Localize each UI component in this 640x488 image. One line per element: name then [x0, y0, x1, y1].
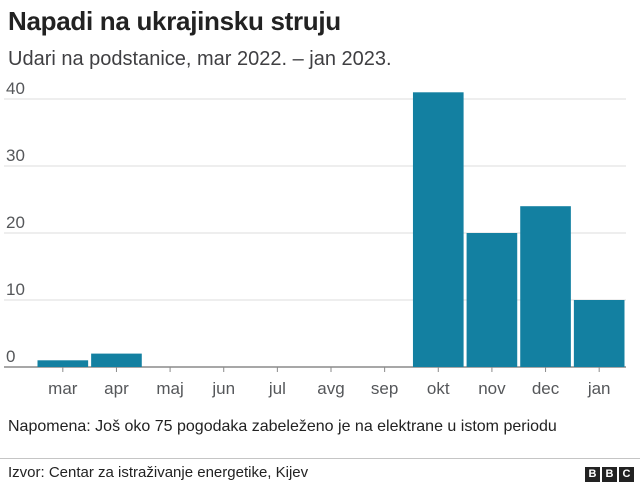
bar-apr: [91, 353, 142, 367]
chart-subtitle: Udari na podstanice, mar 2022. – jan 202…: [8, 48, 392, 70]
bar-nov: [466, 233, 518, 367]
bar-mar: [37, 360, 89, 367]
x-tick-label: jun: [211, 379, 235, 398]
logo-letter: B: [585, 467, 600, 482]
bars: [37, 92, 625, 368]
x-tick-label: jan: [587, 379, 611, 398]
x-tick-label: mar: [48, 379, 78, 398]
x-tick-label: nov: [478, 379, 506, 398]
x-tick-label: maj: [156, 379, 183, 398]
bar-dec: [520, 206, 571, 367]
x-tick-label: jul: [268, 379, 286, 398]
y-tick-label: 10: [6, 280, 25, 299]
x-tick-label: dec: [532, 379, 560, 398]
x-tick-labels: mar apr maj jun jul avg sep okt nov dec jan: [48, 367, 611, 398]
x-tick-label: sep: [371, 379, 398, 398]
logo-letter: C: [619, 467, 634, 482]
bar-okt: [412, 92, 464, 368]
bbc-logo: B B C: [585, 467, 634, 482]
y-tick-labels: 0 10 20 30 40: [6, 79, 25, 366]
y-tick-label: 0: [6, 347, 15, 366]
chart-note: Napomena: Još oko 75 pogodaka zabeleženo…: [8, 418, 557, 435]
source-text: Izvor: Centar za istraživanje energetike…: [8, 464, 309, 481]
x-tick-label: avg: [317, 379, 344, 398]
chart-title: Napadi na ukrajinsku struju: [8, 6, 341, 36]
x-tick-label: apr: [104, 379, 129, 398]
y-tick-label: 20: [6, 213, 25, 232]
bar-chart: 0 10 20 30 40 mar apr maj jun jul avg sep okt nov dec…: [4, 79, 626, 398]
y-tick-label: 40: [6, 79, 25, 98]
y-tick-label: 30: [6, 146, 25, 165]
x-tick-label: okt: [427, 379, 450, 398]
logo-letter: B: [602, 467, 617, 482]
bar-jan: [573, 300, 625, 367]
footer-divider: [0, 458, 640, 459]
